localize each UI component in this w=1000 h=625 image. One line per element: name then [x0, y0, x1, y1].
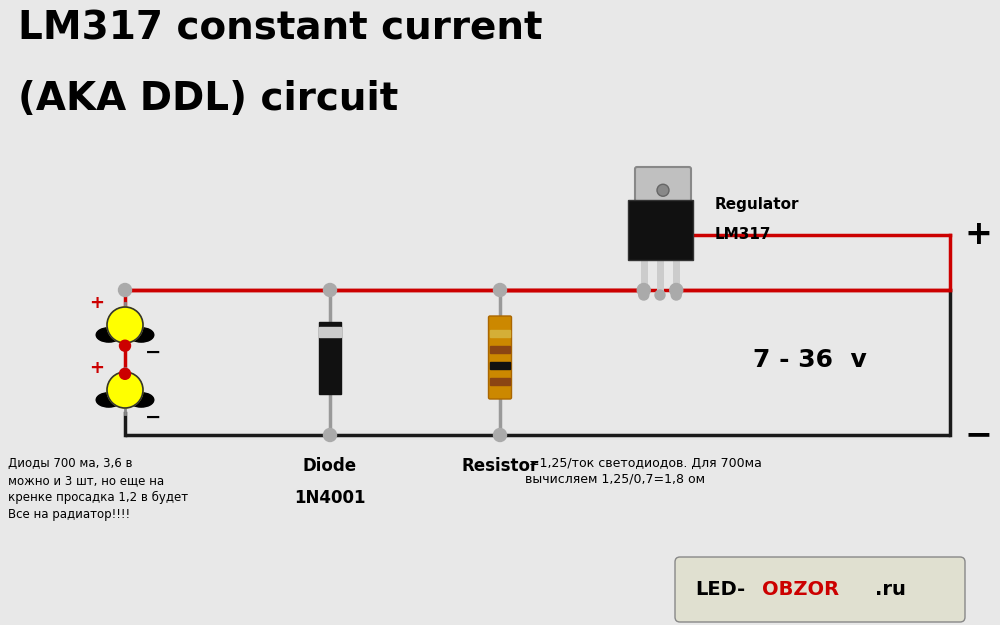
Bar: [490, 362, 510, 369]
Text: −: −: [145, 342, 161, 361]
Circle shape: [107, 307, 143, 343]
Bar: [490, 346, 510, 352]
Text: Resistor: Resistor: [461, 457, 539, 475]
Text: +: +: [90, 359, 104, 378]
Circle shape: [494, 284, 507, 296]
Circle shape: [655, 290, 665, 300]
Ellipse shape: [129, 392, 154, 407]
Text: +: +: [965, 219, 993, 251]
Circle shape: [120, 368, 130, 379]
Text: 7 - 36  v: 7 - 36 v: [753, 348, 867, 372]
FancyBboxPatch shape: [489, 316, 512, 399]
Text: LM317 constant current: LM317 constant current: [18, 10, 542, 48]
Bar: [628, 200, 692, 260]
Bar: [319, 321, 341, 394]
Circle shape: [657, 184, 669, 196]
Ellipse shape: [113, 388, 137, 403]
Circle shape: [494, 429, 507, 441]
Circle shape: [119, 284, 132, 296]
Text: Diode: Diode: [303, 457, 357, 475]
Text: LM317: LM317: [715, 227, 772, 242]
Ellipse shape: [96, 328, 121, 342]
Text: =1,25/ток светодиодов. Для 700ма
вычисляем 1,25/0,7=1,8 ом: =1,25/ток светодиодов. Для 700ма вычисля…: [525, 457, 762, 485]
FancyBboxPatch shape: [675, 557, 965, 622]
Circle shape: [670, 284, 683, 296]
Bar: [319, 326, 341, 338]
Circle shape: [639, 290, 649, 300]
Circle shape: [671, 290, 681, 300]
Circle shape: [120, 340, 130, 351]
Circle shape: [107, 372, 143, 408]
Text: −: −: [965, 419, 993, 451]
Text: −: −: [145, 408, 161, 426]
Text: 1N4001: 1N4001: [294, 489, 366, 507]
Ellipse shape: [96, 392, 121, 407]
Ellipse shape: [129, 328, 154, 342]
Text: Диоды 700 ма, 3,6 в
можно и 3 шт, но еще на
кренке просадка 1,2 в будет
Все на р: Диоды 700 ма, 3,6 в можно и 3 шт, но еще…: [8, 457, 188, 521]
Ellipse shape: [113, 322, 137, 338]
Circle shape: [324, 429, 336, 441]
Circle shape: [324, 284, 336, 296]
FancyBboxPatch shape: [635, 167, 691, 256]
Text: Regulator: Regulator: [715, 197, 800, 212]
Text: OBZOR: OBZOR: [762, 580, 839, 599]
Text: .ru: .ru: [875, 580, 906, 599]
Bar: [490, 378, 510, 385]
Text: LED-: LED-: [695, 580, 745, 599]
Text: +: +: [90, 294, 104, 312]
Text: (AKA DDL) circuit: (AKA DDL) circuit: [18, 80, 398, 118]
Circle shape: [637, 284, 650, 296]
Bar: [490, 330, 510, 337]
